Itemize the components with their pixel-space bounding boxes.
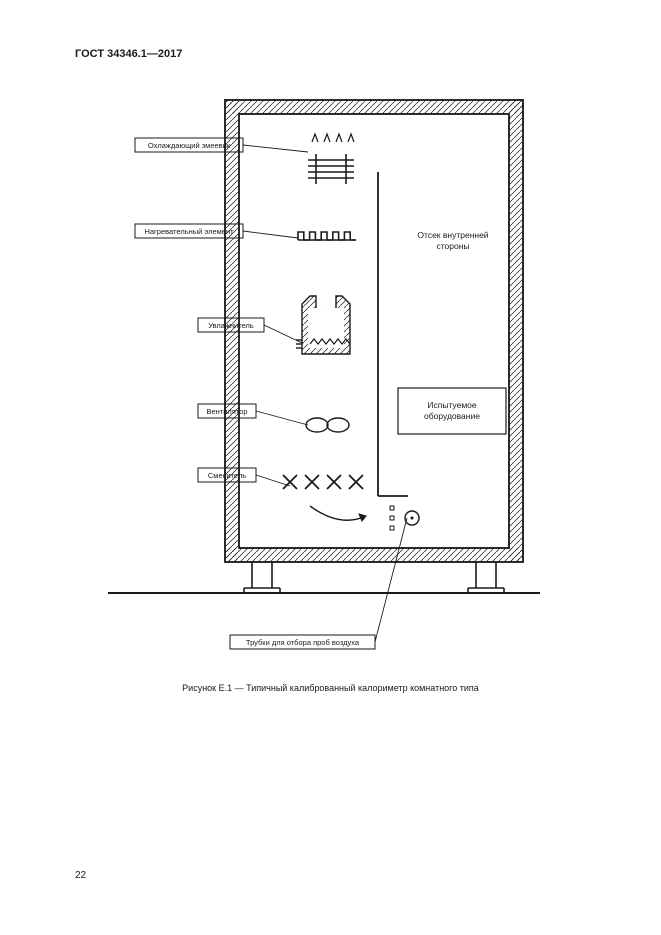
document-page: ГОСТ 34346.1—2017 22 Рисунок Е.1 — Типич… <box>0 0 661 935</box>
figure-caption: Рисунок Е.1 — Типичный калиброванный кал… <box>0 683 661 693</box>
svg-text:Нагревательный элемент: Нагревательный элемент <box>144 227 234 236</box>
svg-text:Отсек внутренней: Отсек внутренней <box>417 230 488 240</box>
svg-text:Трубки для отбора проб воздуха: Трубки для отбора проб воздуха <box>246 638 360 647</box>
svg-text:Испытуемое: Испытуемое <box>427 400 477 410</box>
page-number: 22 <box>75 870 86 881</box>
calorimeter-diagram: Отсек внутреннейстороны Испытуемоеоборудо… <box>40 90 620 670</box>
svg-text:оборудование: оборудование <box>424 411 480 421</box>
document-header: ГОСТ 34346.1—2017 <box>75 48 182 60</box>
svg-text:Вентилятор: Вентилятор <box>206 407 247 416</box>
svg-text:Охлаждающий змеевик: Охлаждающий змеевик <box>148 141 231 150</box>
svg-text:Смеситель: Смеситель <box>208 471 246 480</box>
svg-text:стороны: стороны <box>436 241 469 251</box>
svg-text:Увлажнитель: Увлажнитель <box>208 321 254 330</box>
